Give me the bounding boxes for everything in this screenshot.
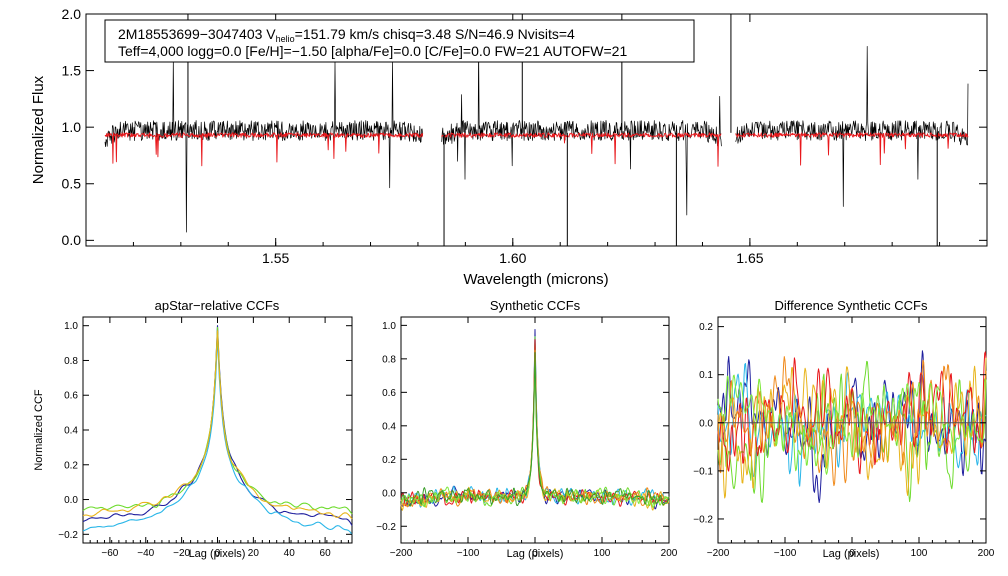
apstar-ccf-panel: apStar−relative CCFs −60 −40 −20 0 20 40 60 −0.… [33,298,353,560]
x-tick-label: 1.55 [262,250,289,266]
x-tick-label: 1.60 [499,250,526,266]
x-tick-label: 1.65 [736,250,763,266]
apstar-ccf-ylabel: Normalized CCF [33,389,45,471]
synthetic-ccf-title: Synthetic CCFs [490,298,581,313]
spectrum-model-line [104,132,424,167]
apstar-ccf-line [82,325,353,526]
spectrum-observed-line [441,42,722,216]
y-tick-label: 0.0 [62,232,82,248]
spectrum-panel: 1.55 1.60 1.65 0.0 0.5 1.0 1.5 2.0 Wavelength (… [30,6,988,288]
spectrum-ticks: 1.55 1.60 1.65 0.0 0.5 1.0 1.5 2.0 [62,6,988,266]
y-tick-label: 0.8 [64,356,78,367]
y-tick-label: 0.4 [382,421,396,432]
x-tick-label: 200 [978,548,995,559]
y-tick-label: −0.2 [58,530,78,541]
y-tick-label: 0.6 [64,391,78,402]
difference-ccf-line [717,356,987,487]
y-tick-label: 2.0 [62,6,82,22]
x-tick-label: −60 [101,548,118,559]
synthetic-ccf-line [400,349,670,508]
difference-ccf-data-lines [717,350,987,503]
x-tick-label: −100 [774,548,797,559]
annotation-line-2: Teff=4,000 logg=0.0 [Fe/H]=−1.50 [alpha/… [118,43,627,59]
apstar-ccf-plot-frame [82,316,353,544]
y-tick-label: 0.0 [382,488,396,499]
difference-ccf-ticks: −200 −100 0 100 200 −0.2 −0.1 0.0 0.1 0.2 [693,317,995,559]
x-tick-label: 100 [594,548,611,559]
difference-ccf-panel: Difference Synthetic CCFs −200 −100 0 100 20… [693,298,995,560]
apstar-ccf-xlabel: Lag (pixels) [189,548,246,560]
y-tick-label: 0.2 [382,455,396,466]
apstar-ccf-title: apStar−relative CCFs [155,298,280,313]
y-tick-label: 0.8 [382,354,396,365]
difference-ccf-title: Difference Synthetic CCFs [775,298,928,313]
y-tick-label: 1.0 [382,321,396,332]
synthetic-ccf-line [400,355,670,508]
y-tick-label: 0.5 [62,176,82,192]
apstar-ccf-line [82,330,353,520]
x-tick-label: −200 [707,548,730,559]
spectrum-model-line [441,132,722,167]
spectrum-data-lines [104,14,969,246]
spectrum-observed-line [104,59,424,233]
y-tick-label: −0.2 [376,522,396,533]
difference-ccf-xlabel: Lag (pixels) [823,548,880,560]
x-tick-label: 0 [215,548,221,559]
x-tick-label: 20 [248,548,260,559]
y-tick-label: −0.2 [693,514,713,525]
apstar-ccf-ticks: −60 −40 −20 0 20 40 60 −0.2 0.0 0.2 0.4 0.6 0.8 1.0 [58,317,352,559]
spectrum-ylabel: Normalized Flux [30,75,47,184]
y-tick-label: 1.0 [64,321,78,332]
apstar-ccf-line [82,337,353,535]
spectrum-observed-line [735,46,969,207]
x-tick-label: 60 [320,548,332,559]
synthetic-ccf-ticks: −200 −100 0 100 200 −0.2 0.0 0.2 0.4 0.6 0.8 1.0 [376,317,678,559]
y-tick-label: 0.0 [699,418,713,429]
difference-ccf-line [717,374,987,475]
y-tick-label: 0.2 [699,322,713,333]
y-tick-label: −0.1 [693,466,713,477]
spectrum-model-line [735,132,969,166]
annotation-star-id: 2M18553699−3047403 V [118,26,276,42]
x-tick-label: −100 [457,548,480,559]
annotation-box-frame [104,19,695,63]
annotation-line-1: 2M18553699−3047403 Vhelio=151.79 km/s ch… [118,26,575,44]
x-tick-label: 200 [661,548,678,559]
y-tick-label: 1.0 [62,119,82,135]
apstar-ccf-line [82,326,353,515]
synthetic-ccf-line [400,352,670,507]
synthetic-ccf-data-lines [400,329,670,511]
x-tick-label: 0 [849,548,855,559]
y-tick-label: 1.5 [62,62,82,78]
y-tick-label: 0.4 [64,426,78,437]
spectrum-xlabel: Wavelength (microns) [463,271,608,288]
y-tick-label: 0.6 [382,388,396,399]
y-tick-label: 0.1 [699,370,713,381]
x-tick-label: 40 [284,548,296,559]
x-tick-label: −40 [137,548,154,559]
synthetic-ccf-line [400,339,670,507]
spectrum-annotation-box: 2M18553699−3047403 Vhelio=151.79 km/s ch… [104,19,695,63]
x-tick-label: 100 [911,548,928,559]
y-tick-label: 0.2 [64,460,78,471]
annotation-stats: =151.79 km/s chisq=3.48 S/N=46.9 Nvisits… [295,26,575,42]
annotation-helio-subscript: helio [276,34,295,44]
apstar-ccf-data-lines [82,325,353,535]
y-tick-label: 0.0 [64,495,78,506]
difference-ccf-line [717,351,987,475]
x-tick-label: 0 [532,548,538,559]
x-tick-label: −20 [173,548,190,559]
synthetic-ccf-panel: Synthetic CCFs −200 −100 0 100 200 −0.2 0.0 0.2… [376,298,678,560]
synthetic-ccf-xlabel: Lag (pixels) [507,548,564,560]
spectrum-plot-frame [85,13,988,247]
x-tick-label: −200 [390,548,413,559]
